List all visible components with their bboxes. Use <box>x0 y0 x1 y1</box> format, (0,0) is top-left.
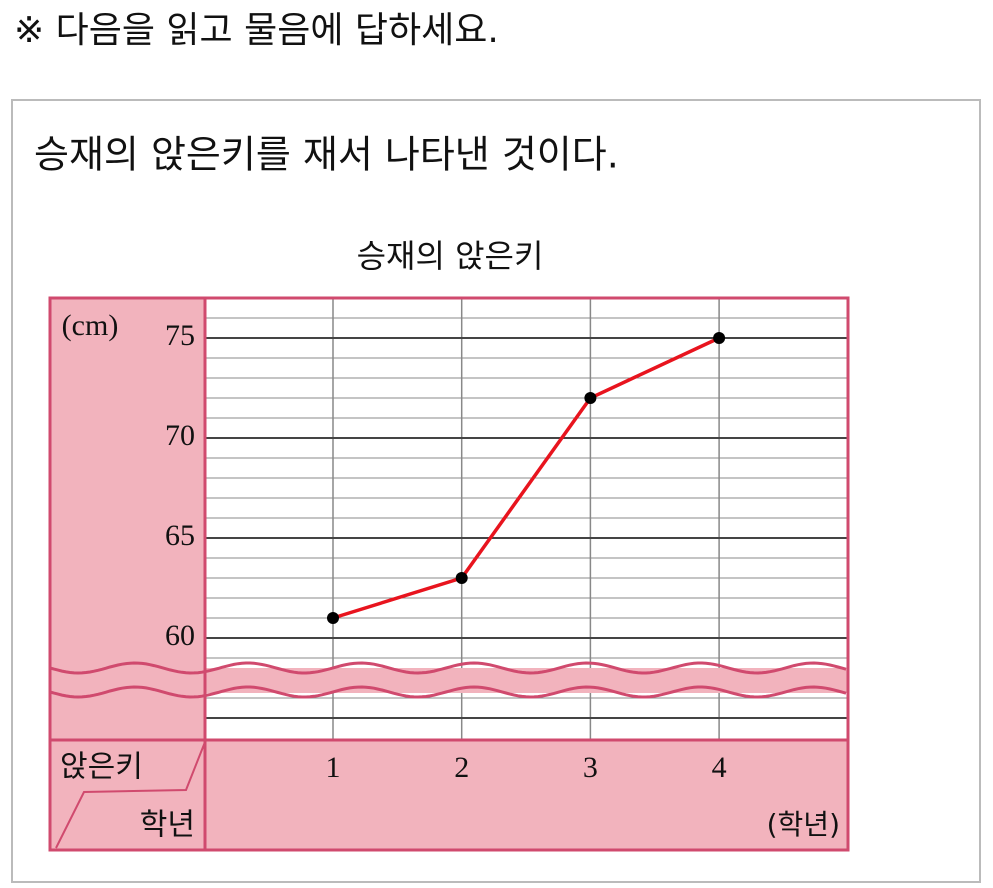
chart-title: 승재의 앉은키 <box>357 237 544 275</box>
corner-divider <box>55 741 206 849</box>
data-point <box>327 612 339 624</box>
left-column <box>50 298 205 850</box>
corner-bottom: 학년 <box>140 808 195 843</box>
data-line <box>332 336 720 620</box>
axis-break-line <box>49 661 847 675</box>
y-tick-label: 60 <box>165 619 195 652</box>
axis-break-line <box>49 685 847 699</box>
y-tick-label: 70 <box>165 419 195 452</box>
data-point <box>713 332 726 344</box>
x-tick-label: 2 <box>454 751 469 784</box>
y-unit: (cm) <box>62 309 119 342</box>
data-point <box>584 392 597 404</box>
axis-break-bg <box>50 668 848 693</box>
bottom-row <box>205 740 848 850</box>
y-tick-label: 65 <box>165 519 195 552</box>
plot-bg <box>205 298 848 740</box>
x-unit: (학년) <box>767 808 840 841</box>
corner-top: 앉은키 <box>60 750 143 785</box>
problem-box <box>11 99 981 883</box>
y-tick-label: 75 <box>165 319 195 352</box>
data-point <box>455 572 468 584</box>
left-column-fix <box>50 693 205 740</box>
header: ※ 다음을 읽고 물음에 답하세요. <box>14 10 499 51</box>
frame <box>48 296 850 852</box>
x-tick-label: 3 <box>583 751 598 784</box>
x-tick-label: 1 <box>326 751 341 784</box>
x-tick-label: 4 <box>712 751 727 784</box>
problem-text: 승재의 앉은키를 재서 나타낸 것이다. <box>34 133 619 177</box>
